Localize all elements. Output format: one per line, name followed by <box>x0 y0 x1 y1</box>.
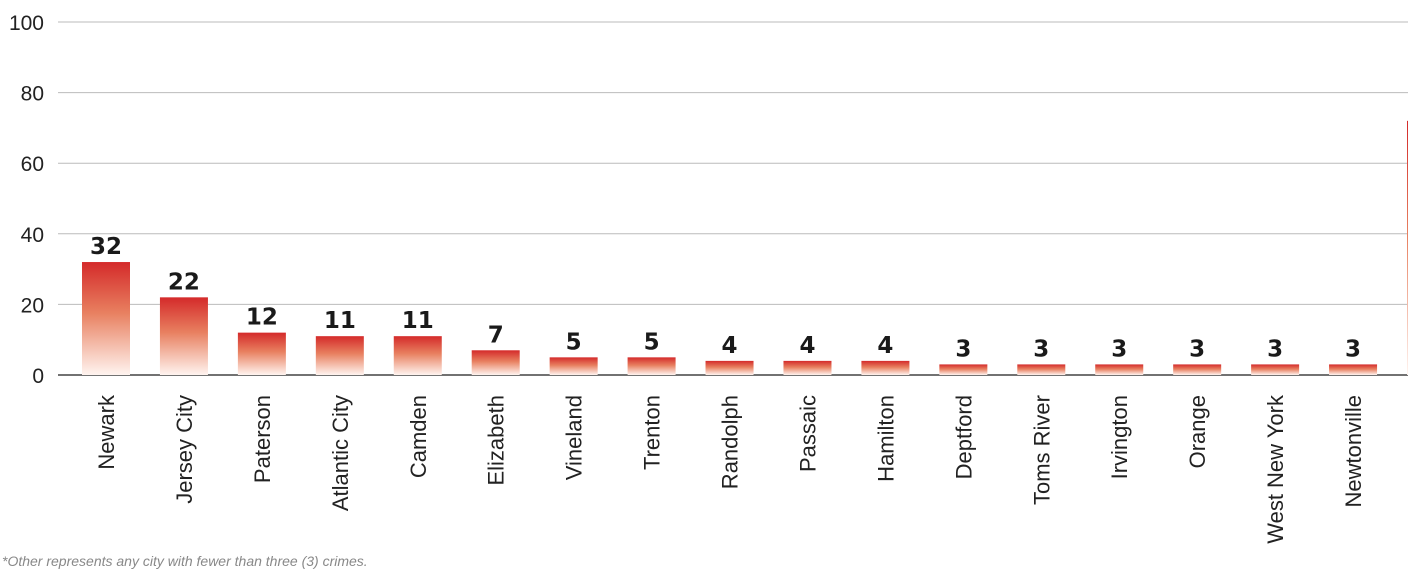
data-label: 12 <box>246 305 278 331</box>
data-label: 4 <box>877 333 893 359</box>
data-label: 3 <box>1033 336 1049 362</box>
bar <box>783 360 832 375</box>
bar <box>705 360 754 375</box>
bar <box>1095 364 1144 375</box>
bar <box>237 332 286 375</box>
x-tick-label: Atlantic City <box>328 395 353 511</box>
footnote: *Other represents any city with fewer th… <box>2 553 368 569</box>
x-tick-label: Elizabeth <box>484 395 509 486</box>
y-tick-label: 0 <box>32 365 44 388</box>
bar <box>159 297 208 375</box>
y-tick-label: 20 <box>21 294 44 317</box>
bar <box>549 357 598 375</box>
x-tick-label: Deptford <box>951 395 976 479</box>
x-tick-label: Irvington <box>1107 395 1132 479</box>
data-label: 3 <box>1267 336 1283 362</box>
y-tick-label: 60 <box>21 153 44 176</box>
value-labels: 322212111175544433333372 <box>90 234 1361 362</box>
x-tick-label: Camden <box>406 395 431 478</box>
x-tick-label: Trenton <box>640 395 665 470</box>
data-label: 22 <box>168 269 200 295</box>
y-tick-label: 80 <box>21 83 44 106</box>
x-tick-label: Randolph <box>718 395 743 489</box>
x-tick-label: Jersey City <box>172 395 197 504</box>
data-label: 3 <box>955 336 971 362</box>
x-tick-label: Orange <box>1185 395 1210 468</box>
x-tick-label: Hamilton <box>873 395 898 482</box>
data-label: 3 <box>1111 336 1127 362</box>
bar <box>1173 364 1222 375</box>
x-tick-label: Newtonville <box>1341 395 1366 508</box>
x-tick-label: Passaic <box>795 395 820 472</box>
data-label: 5 <box>644 329 660 355</box>
x-tick-label: Newark <box>94 394 119 470</box>
data-label: 32 <box>90 234 122 260</box>
bar <box>939 364 988 375</box>
data-label: 4 <box>799 333 815 359</box>
y-tick-label: 40 <box>21 224 44 247</box>
data-label: 3 <box>1189 336 1205 362</box>
bar <box>82 262 130 375</box>
bar <box>1329 364 1378 375</box>
y-tick-label: 100 <box>9 12 44 35</box>
data-label: 7 <box>488 322 504 348</box>
bar <box>627 357 676 375</box>
data-label: 5 <box>566 329 582 355</box>
bar <box>393 336 442 375</box>
bar <box>471 350 520 375</box>
x-tick-label: Vineland <box>562 395 587 480</box>
data-label: 11 <box>402 308 434 334</box>
x-tick-label: Paterson <box>250 395 275 483</box>
bars <box>82 120 1408 375</box>
data-label: 4 <box>722 333 738 359</box>
category-labels: Newark Jersey City Paterson Atlantic City Ca… <box>94 394 1366 544</box>
data-label: 11 <box>324 308 356 334</box>
y-axis-ticks: 0 20 40 60 80 100 <box>9 12 44 388</box>
bar <box>1017 364 1066 375</box>
bar <box>861 360 910 375</box>
x-tick-label: West New York <box>1263 394 1288 544</box>
bar <box>1251 364 1300 375</box>
x-tick-label: Toms River <box>1029 395 1054 505</box>
bar <box>315 336 364 375</box>
data-label: 3 <box>1345 336 1361 362</box>
